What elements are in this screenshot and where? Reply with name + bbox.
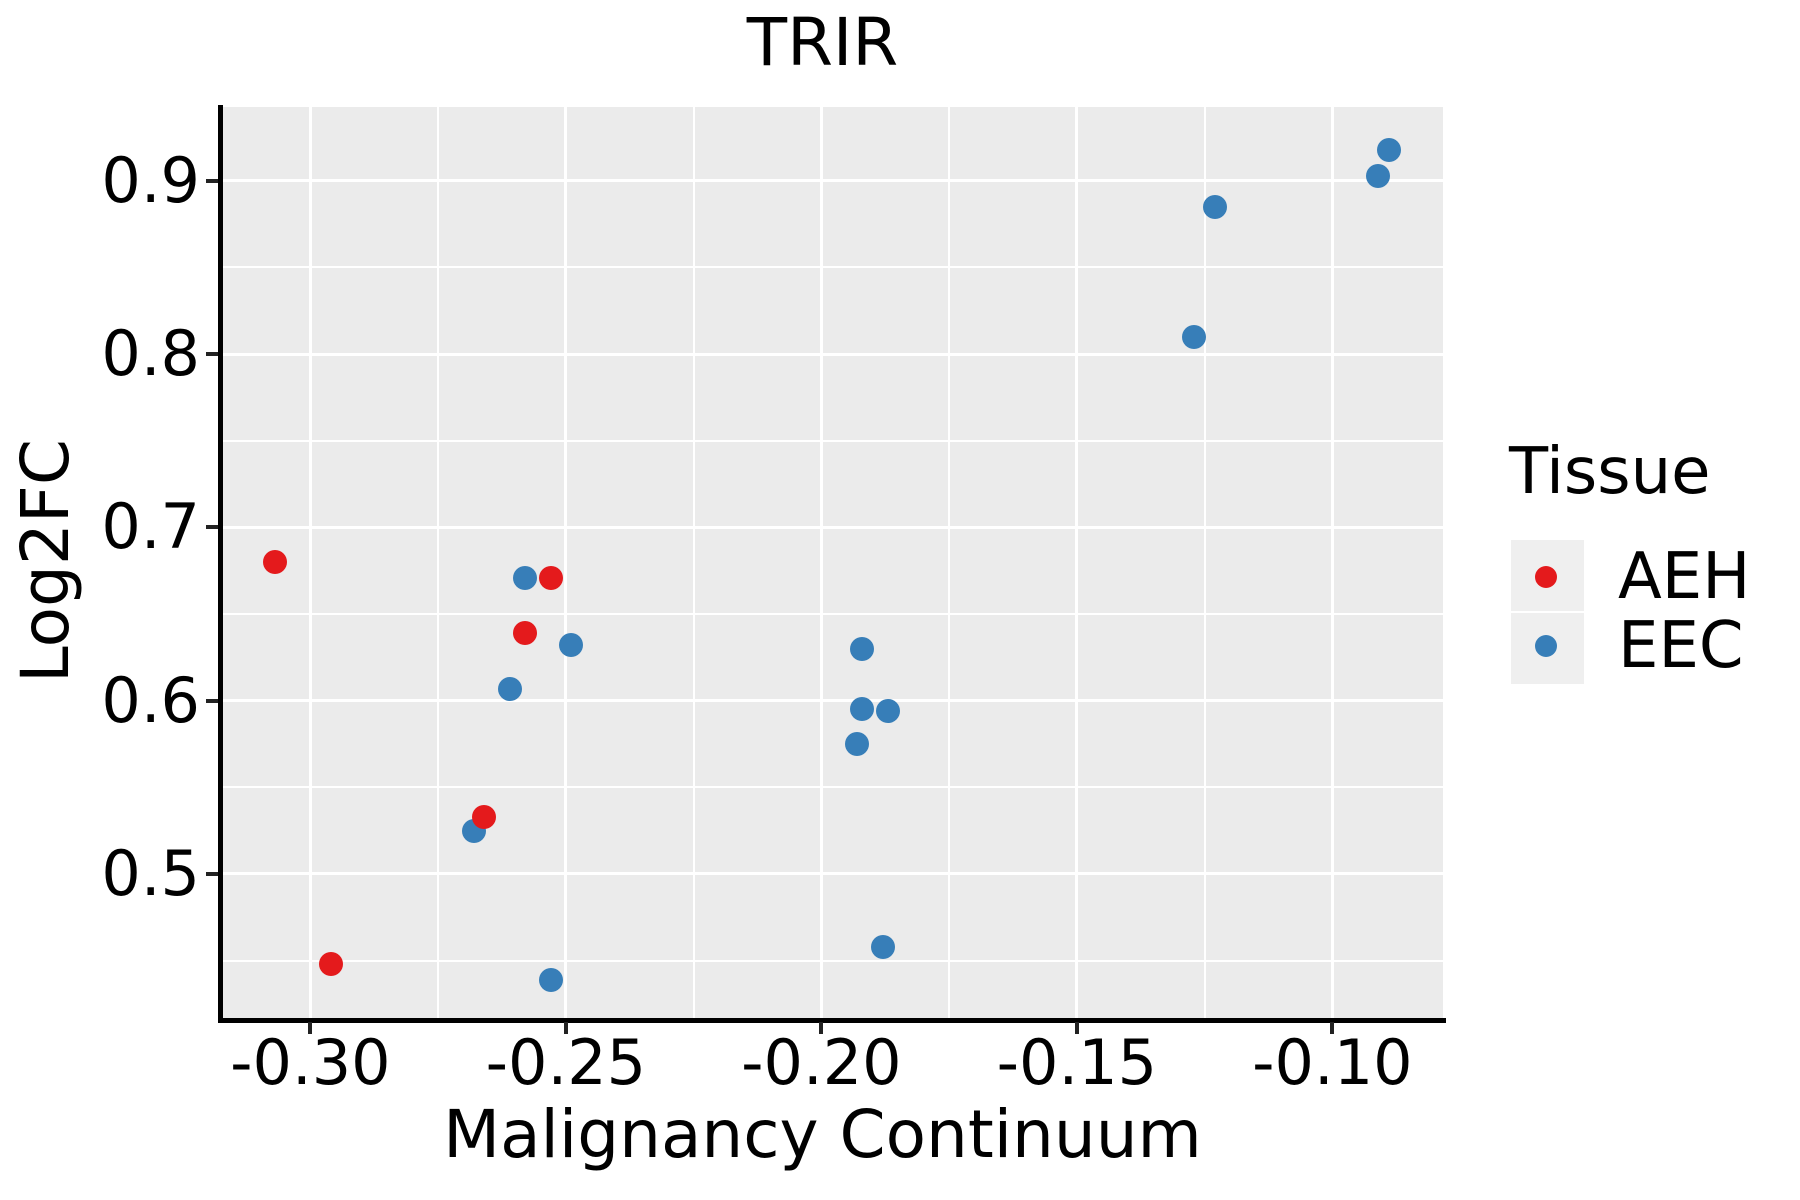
y-tick-mark [206, 178, 218, 183]
legend-marker-eec-icon [1535, 635, 1557, 657]
data-point-eec [513, 565, 537, 590]
data-point-eec [1202, 194, 1227, 219]
data-point-aeh [262, 550, 287, 574]
x-major-gridline [1330, 107, 1334, 1020]
x-tick-mark [1074, 1022, 1079, 1034]
x-axis-title: Malignancy Continuum [443, 1096, 1202, 1173]
legend-label-aeh: AEH [1618, 540, 1751, 614]
x-tick-label: -0.10 [1252, 1026, 1413, 1099]
x-tick-mark [1330, 1022, 1335, 1034]
y-minor-gridline [222, 439, 1443, 442]
y-tick-mark [206, 871, 218, 876]
x-tick-label: -0.30 [230, 1026, 391, 1099]
data-point-eec [559, 633, 583, 658]
y-tick-mark [206, 352, 218, 356]
data-point-aeh [513, 621, 537, 645]
data-point-eec [850, 697, 875, 722]
y-minor-gridline [222, 786, 1443, 789]
data-point-eec [845, 731, 870, 756]
x-tick-mark [308, 1022, 313, 1034]
data-point-eec [1366, 163, 1391, 188]
legend-marker-aeh-icon [1535, 566, 1557, 588]
x-minor-gridline [437, 107, 440, 1020]
y-tick-label: 0.9 [101, 143, 200, 217]
x-major-gridline [564, 107, 568, 1020]
data-point-aeh [472, 804, 497, 829]
y-major-gridline [222, 699, 1443, 703]
x-major-gridline [1075, 107, 1079, 1020]
plot-panel [222, 107, 1443, 1020]
x-tick-mark [819, 1022, 824, 1034]
y-major-gridline [222, 179, 1443, 183]
legend-label-eec: EEC [1618, 609, 1744, 683]
y-minor-gridline [222, 959, 1443, 962]
y-tick-label: 0.8 [101, 317, 200, 390]
plot-title: TRIR [746, 4, 899, 81]
x-axis-spine [218, 1018, 1446, 1023]
y-major-gridline [222, 872, 1443, 876]
x-tick-label: -0.25 [485, 1026, 647, 1099]
y-tick-label: 0.7 [101, 490, 200, 564]
data-point-eec [1376, 137, 1401, 162]
y-minor-gridline [222, 266, 1443, 269]
x-tick-mark [563, 1022, 568, 1034]
x-major-gridline [308, 107, 312, 1020]
data-point-aeh [538, 565, 563, 590]
data-point-eec [875, 699, 900, 723]
y-tick-mark [206, 698, 218, 703]
y-major-gridline [222, 352, 1443, 356]
legend-title: Tissue [1509, 435, 1711, 509]
y-minor-gridline [222, 613, 1443, 615]
x-tick-label: -0.15 [996, 1026, 1158, 1099]
x-minor-gridline [692, 107, 695, 1020]
data-point-eec [538, 967, 563, 992]
y-tick-mark [206, 525, 218, 530]
x-minor-gridline [1203, 107, 1206, 1020]
x-major-gridline [819, 107, 823, 1020]
x-minor-gridline [948, 107, 951, 1020]
y-major-gridline [222, 525, 1443, 529]
data-point-eec [850, 636, 875, 661]
x-tick-label: -0.20 [741, 1026, 902, 1099]
data-point-eec [870, 934, 895, 959]
data-point-eec [497, 676, 522, 701]
y-tick-label: 0.6 [101, 663, 200, 737]
data-point-eec [1182, 324, 1207, 349]
y-tick-label: 0.5 [101, 836, 200, 910]
y-axis-spine [218, 105, 223, 1023]
data-point-aeh [318, 952, 343, 976]
